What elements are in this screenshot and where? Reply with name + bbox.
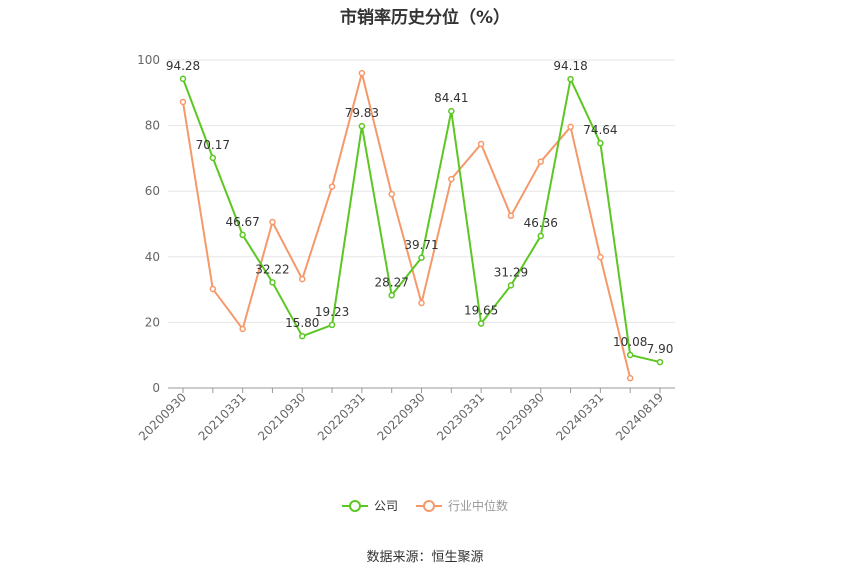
company-data-point bbox=[597, 139, 604, 147]
y-tick-label: 40 bbox=[145, 250, 160, 264]
legend: 公司 行业中位数 bbox=[0, 497, 850, 514]
company-data-label: 94.18 bbox=[553, 59, 587, 73]
company-data-label: 19.65 bbox=[464, 304, 498, 318]
company-data-point bbox=[507, 282, 515, 289]
y-tick-label: 20 bbox=[145, 315, 160, 329]
company-data-label: 28.27 bbox=[375, 275, 409, 289]
x-tick-label: 20210331 bbox=[196, 390, 249, 443]
company-data-point bbox=[626, 351, 634, 359]
company-data-point bbox=[269, 279, 276, 286]
industry-data-point bbox=[477, 140, 485, 148]
legend-item-company[interactable]: 公司 bbox=[341, 497, 398, 514]
company-data-point bbox=[537, 232, 544, 240]
y-tick-label: 0 bbox=[152, 381, 160, 395]
industry-data-point bbox=[269, 218, 276, 226]
industry-data-point bbox=[328, 183, 336, 190]
industry-data-point bbox=[507, 212, 515, 220]
company-data-point bbox=[418, 254, 425, 262]
company-data-label: 10.08 bbox=[613, 335, 647, 349]
chart-title: 市销率历史分位（%） bbox=[339, 8, 511, 28]
legend-company-marker-icon bbox=[341, 499, 368, 512]
industry-data-point bbox=[626, 374, 634, 382]
industry-data-point bbox=[418, 299, 425, 307]
company-data-label: 7.90 bbox=[647, 342, 674, 356]
industry-data-point bbox=[239, 325, 246, 333]
company-data-point bbox=[179, 75, 187, 83]
industry-data-point bbox=[299, 275, 306, 283]
company-data-label: 15.80 bbox=[285, 316, 319, 330]
company-data-point bbox=[209, 154, 217, 162]
x-tick-label: 20200930 bbox=[136, 390, 189, 443]
company-data-label: 84.41 bbox=[434, 91, 468, 105]
company-data-point bbox=[388, 292, 395, 299]
legend-industry-marker-icon bbox=[416, 499, 442, 512]
company-data-point bbox=[448, 107, 455, 115]
industry-data-point bbox=[388, 190, 395, 198]
x-tick-label: 20240819 bbox=[613, 390, 666, 443]
y-tick-label: 60 bbox=[145, 184, 160, 198]
company-data-label: 31.29 bbox=[494, 265, 528, 279]
y-tick-label: 80 bbox=[145, 119, 160, 133]
industry-data-point bbox=[179, 98, 187, 106]
company-data-point bbox=[358, 122, 366, 130]
x-tick-label: 20220930 bbox=[375, 390, 428, 443]
industry-data-point bbox=[209, 285, 217, 293]
company-data-point bbox=[328, 321, 336, 329]
company-data-label: 79.83 bbox=[345, 106, 379, 120]
x-tick-label: 20210930 bbox=[255, 390, 308, 443]
industry-series-line bbox=[182, 72, 632, 379]
company-data-label: 39.71 bbox=[404, 238, 438, 252]
x-tick-label: 20230930 bbox=[494, 390, 547, 443]
x-tick-label: 20240331 bbox=[553, 390, 606, 443]
company-data-label: 19.23 bbox=[315, 305, 349, 319]
legend-item-industry[interactable]: 行业中位数 bbox=[416, 497, 508, 514]
company-data-point bbox=[656, 358, 664, 366]
company-data-label: 46.36 bbox=[524, 216, 558, 230]
industry-data-point bbox=[358, 69, 366, 77]
company-data-point bbox=[477, 320, 485, 327]
legend-company-label: 公司 bbox=[373, 499, 398, 513]
industry-data-point bbox=[537, 158, 544, 165]
x-tick-label: 20230331 bbox=[434, 390, 487, 443]
company-data-label: 94.28 bbox=[166, 59, 200, 73]
legend-industry-label: 行业中位数 bbox=[448, 499, 509, 513]
industry-data-point bbox=[597, 253, 604, 261]
company-data-point bbox=[567, 75, 574, 83]
industry-data-point bbox=[567, 123, 574, 131]
company-data-label: 46.67 bbox=[225, 215, 259, 229]
y-tick-label: 100 bbox=[137, 53, 160, 67]
industry-data-point bbox=[448, 175, 455, 183]
x-tick-label: 20220331 bbox=[315, 390, 368, 443]
company-data-point bbox=[239, 231, 246, 239]
company-data-point bbox=[299, 332, 306, 340]
company-data-label: 70.17 bbox=[196, 138, 230, 152]
company-data-label: 74.64 bbox=[583, 123, 617, 137]
source-note: 数据来源：恒生聚源 bbox=[366, 550, 484, 565]
company-data-label: 32.22 bbox=[255, 262, 289, 276]
